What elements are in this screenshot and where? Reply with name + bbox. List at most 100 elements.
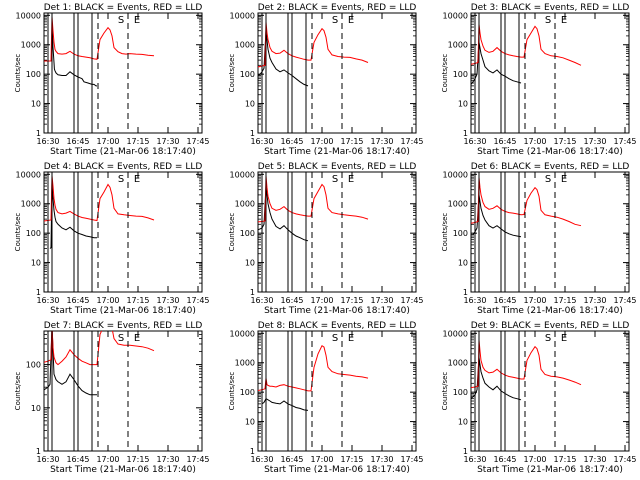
y-tick-label: 10 (31, 100, 41, 109)
x-axis-label: Start Time (21-Mar-06 18:17:40) (477, 465, 623, 475)
series-line-lld (471, 339, 582, 389)
x-tick-label: 16:45 (493, 296, 516, 305)
plot-frame (43, 12, 203, 134)
x-tick-label: 17:45 (400, 137, 423, 146)
x-tick-label: 16:30 (36, 296, 59, 305)
x-tick-label: 17:15 (553, 137, 576, 146)
x-tick-label: 17:30 (156, 296, 179, 305)
x-tick-label: 16:45 (66, 296, 89, 305)
x-axis-label: Start Time (21-Mar-06 18:17:40) (477, 147, 623, 157)
marker-s: S (545, 174, 551, 185)
y-tick-label: 1000 (448, 41, 468, 50)
panel-title: Det 5: BLACK = Events, RED = LLD (258, 162, 417, 172)
x-tick-label: 17:00 (96, 296, 119, 305)
x-axis-label: Start Time (21-Mar-06 18:17:40) (264, 465, 410, 475)
x-tick-label: 17:15 (340, 296, 363, 305)
series-line-events (261, 398, 309, 411)
y-tick-label: 1 (250, 288, 255, 297)
x-tick-label: 17:45 (613, 455, 636, 464)
y-tick-label: 1000 (235, 359, 255, 368)
series-line-lld (471, 24, 582, 66)
x-tick-label: 16:45 (280, 455, 303, 464)
y-tick-label: 10 (458, 259, 468, 268)
y-tick-label: 10 (458, 100, 468, 109)
y-axis-label: Counts/sec (228, 54, 236, 93)
series-line-events (471, 42, 522, 85)
panel-title: Det 9: BLACK = Events, RED = LLD (471, 321, 630, 331)
y-tick-label: 1000 (21, 41, 41, 50)
y-tick-label: 1 (463, 447, 468, 456)
x-tick-label: 17:15 (126, 137, 149, 146)
panel-title: Det 4: BLACK = Events, RED = LLD (44, 162, 203, 172)
y-tick-label: 1000 (448, 200, 468, 209)
y-tick-label: 1 (463, 288, 468, 297)
x-tick-label: 17:00 (523, 137, 546, 146)
marker-s: S (332, 333, 338, 344)
y-tick-label: 1000 (235, 200, 255, 209)
y-axis-label: Counts/sec (14, 372, 22, 411)
x-axis-label: Start Time (21-Mar-06 18:17:40) (50, 306, 196, 316)
plot-frame (257, 12, 417, 134)
y-tick-label: 100 (453, 388, 468, 397)
plot-frame (470, 171, 630, 293)
x-tick-label: 16:30 (463, 137, 486, 146)
plot-frame (470, 330, 630, 452)
series-line-events (472, 194, 522, 238)
y-tick-label: 100 (453, 70, 468, 79)
x-tick-label: 17:15 (340, 137, 363, 146)
y-axis-label: Counts/sec (228, 372, 236, 411)
marker-s: S (332, 174, 338, 185)
y-tick-label: 1 (36, 288, 41, 297)
y-tick-label: 1 (250, 447, 255, 456)
x-tick-label: 16:45 (66, 137, 89, 146)
y-tick-label: 100 (453, 229, 468, 238)
x-tick-label: 17:15 (553, 296, 576, 305)
marker-s: S (118, 15, 124, 26)
marker-e: E (134, 333, 140, 344)
panel-title: Det 2: BLACK = Events, RED = LLD (258, 3, 417, 13)
series-line-lld (258, 175, 369, 223)
panel-det-5: Det 5: BLACK = Events, RED = LLD 1 10 100 10… (228, 162, 424, 316)
marker-e: E (348, 333, 354, 344)
y-tick-label: 1 (250, 129, 255, 138)
y-tick-label: 1 (463, 129, 468, 138)
x-tick-label: 17:00 (523, 455, 546, 464)
plot-frame (43, 171, 203, 293)
x-tick-label: 17:30 (583, 455, 606, 464)
x-tick-label: 17:45 (400, 455, 423, 464)
x-tick-label: 16:45 (280, 296, 303, 305)
y-tick-label: 100 (240, 70, 255, 79)
x-tick-label: 17:15 (126, 455, 149, 464)
x-tick-label: 17:45 (186, 455, 209, 464)
x-tick-label: 17:45 (186, 296, 209, 305)
plot-frame (470, 12, 630, 134)
x-axis-label: Start Time (21-Mar-06 18:17:40) (264, 147, 410, 157)
x-tick-label: 17:00 (96, 137, 119, 146)
plot-frame (257, 330, 417, 452)
x-tick-label: 17:45 (613, 296, 636, 305)
x-tick-label: 17:00 (96, 455, 119, 464)
plot-frame (257, 171, 417, 293)
x-tick-label: 17:00 (523, 296, 546, 305)
y-tick-label: 10000 (16, 11, 41, 20)
x-tick-label: 17:30 (370, 137, 393, 146)
x-tick-label: 17:30 (156, 137, 179, 146)
y-tick-label: 10000 (230, 170, 255, 179)
x-tick-label: 16:45 (493, 137, 516, 146)
y-tick-label: 100 (26, 229, 41, 238)
y-tick-label: 1000 (21, 200, 41, 209)
y-axis-label: Counts/sec (441, 213, 449, 252)
marker-e: E (348, 174, 354, 185)
x-tick-label: 16:30 (463, 455, 486, 464)
x-tick-label: 16:30 (36, 455, 59, 464)
marker-s: S (118, 333, 124, 344)
x-tick-label: 17:15 (126, 296, 149, 305)
x-tick-label: 17:30 (370, 296, 393, 305)
y-tick-label: 1 (36, 447, 41, 456)
series-line-events (51, 21, 97, 87)
panel-det-7: Det 7: BLACK = Events, RED = LLD 1 10 100 16… (14, 321, 210, 475)
panel-title: Det 6: BLACK = Events, RED = LLD (471, 162, 630, 172)
x-tick-label: 16:45 (493, 455, 516, 464)
x-tick-label: 16:45 (66, 455, 89, 464)
